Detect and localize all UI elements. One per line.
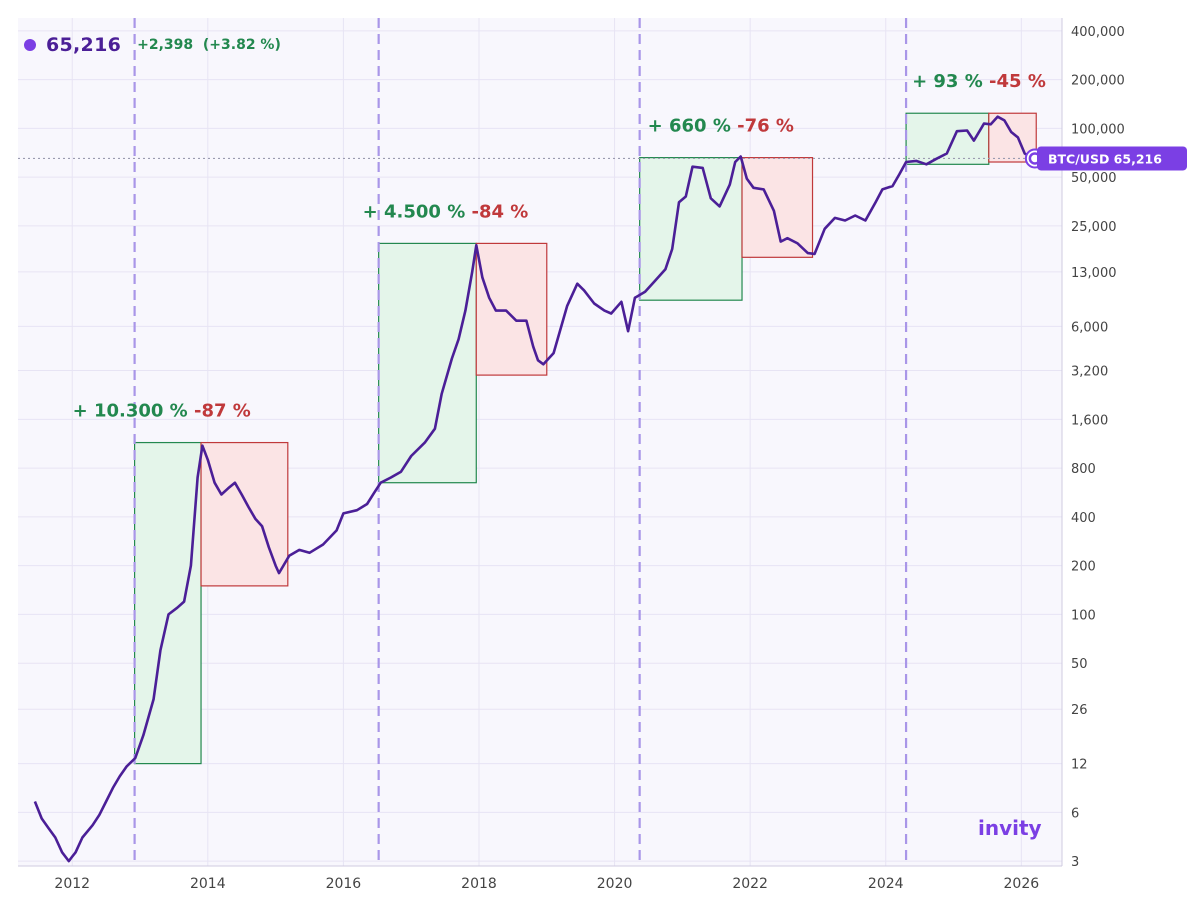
y-tick-label: 800 — [1071, 462, 1096, 477]
x-tick-label: 2026 — [1004, 876, 1040, 892]
y-tick-label: 50,000 — [1071, 171, 1117, 186]
cycle-label: + 93 % -45 % — [912, 71, 1046, 92]
x-tick-label: 2022 — [732, 876, 768, 892]
cycle-labels: + 10.300 % -87 % + 4.500 % -84 % + 660 % -… — [73, 71, 1046, 421]
axes: 3 6 12 26 50 100 200 400 800 1,600 3,200 6,000 13,00… — [18, 18, 1125, 892]
y-tick-label: 100 — [1071, 608, 1096, 623]
y-tick-label: 400 — [1071, 511, 1096, 526]
cycle-label: + 660 % -76 % — [648, 116, 794, 137]
y-tick-label: 3 — [1071, 855, 1079, 870]
rise-box — [134, 441, 202, 765]
y-tick-label: 6 — [1071, 806, 1079, 821]
x-tick-label: 2024 — [868, 876, 904, 892]
price-change: +2,398 (+3.82 %) — [137, 37, 281, 53]
price-change-pct: (+3.82 %) — [202, 37, 281, 53]
price-line — [33, 115, 1036, 863]
x-tick-label: 2016 — [326, 876, 362, 892]
y-tick-label: 6,000 — [1071, 320, 1108, 335]
rise-label: + 10.300 % — [73, 401, 188, 422]
rise-label: + 4.500 % — [363, 201, 466, 222]
y-tick-label: 26 — [1071, 703, 1088, 718]
price-change-abs: +2,398 — [137, 37, 194, 53]
fall-label: -76 % — [731, 116, 794, 137]
fall-box — [741, 157, 814, 258]
fall-label: -84 % — [465, 201, 528, 222]
rise-label: + 660 % — [648, 116, 731, 137]
rise-label: + 93 % — [912, 71, 983, 92]
y-tick-label: 1,600 — [1071, 413, 1108, 428]
rise-box — [378, 242, 477, 484]
x-tick-label: 2018 — [461, 876, 497, 892]
fall-label: -45 % — [983, 71, 1046, 92]
rise-box — [639, 157, 743, 301]
last-price-badge-text: BTC/USD 65,216 — [1048, 151, 1162, 166]
last-price-badge — [1037, 146, 1187, 171]
brand-logo: invity — [978, 816, 1042, 840]
cycle-label: + 4.500 % -84 % — [363, 201, 529, 222]
fall-label: -87 % — [188, 401, 251, 422]
last-price-marker[interactable]: BTC/USD 65,216 — [1024, 146, 1187, 171]
y-tick-label: 12 — [1071, 758, 1088, 773]
y-tick-label: 200 — [1071, 560, 1096, 575]
x-tick-label: 2014 — [190, 876, 226, 892]
y-tick-label: 400,000 — [1071, 25, 1125, 40]
halving-lines — [133, 18, 908, 866]
series-dot — [24, 39, 36, 51]
price-header: 65,216 +2,398 (+3.82 %) — [24, 34, 281, 56]
y-tick-label: 50 — [1071, 657, 1088, 672]
x-tick-label: 2020 — [597, 876, 633, 892]
current-price: 65,216 — [46, 34, 122, 56]
badge-series-name: BTC/USD — [1048, 151, 1109, 166]
fall-box — [988, 112, 1037, 163]
y-tick-label: 200,000 — [1071, 74, 1125, 89]
x-tick-label: 2012 — [54, 876, 90, 892]
y-tick-label: 100,000 — [1071, 122, 1125, 137]
badge-value: 65,216 — [1109, 151, 1162, 166]
y-tick-label: 25,000 — [1071, 220, 1117, 235]
y-tick-label: 3,200 — [1071, 365, 1108, 380]
cycle-label: + 10.300 % -87 % — [73, 401, 251, 422]
y-tick-label: 13,000 — [1071, 266, 1117, 281]
